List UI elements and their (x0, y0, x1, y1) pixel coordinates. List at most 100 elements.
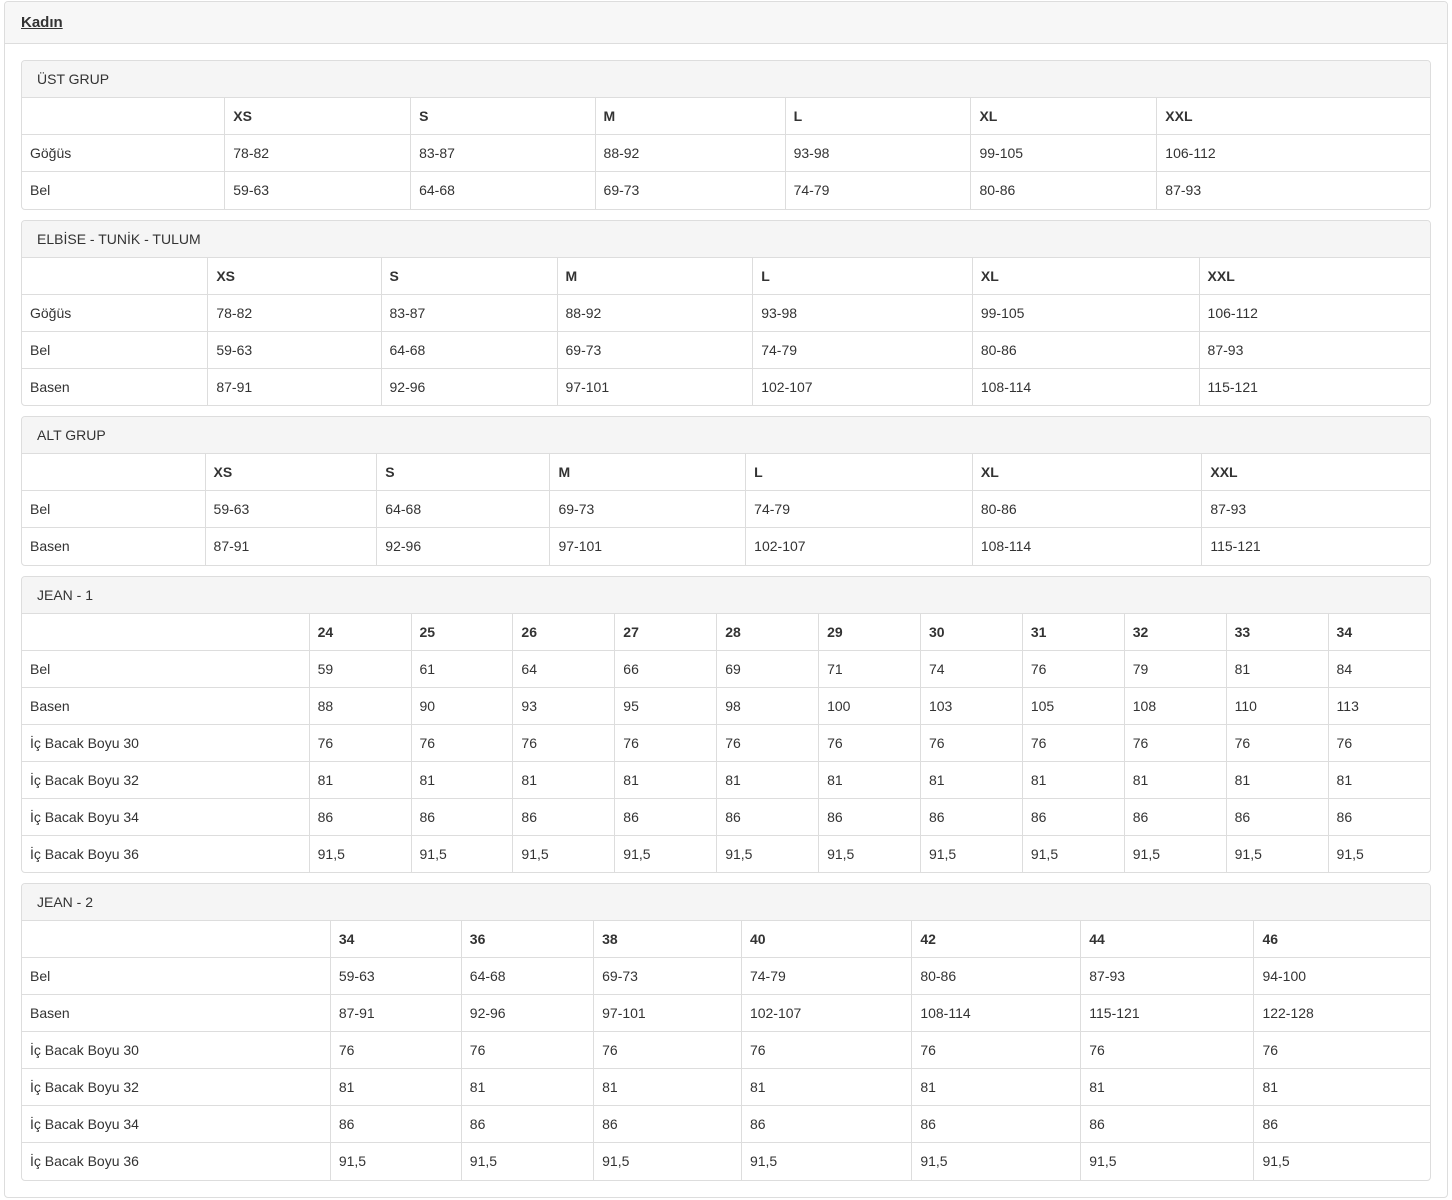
size-value-cell: 59-63 (207, 330, 382, 369)
size-value-cell: 115-121 (1198, 367, 1431, 406)
size-value-cell: 69-73 (594, 171, 786, 209)
size-value-cell: 81 (1253, 1068, 1431, 1106)
column-header (21, 97, 226, 135)
column-header: 24 (308, 613, 412, 651)
size-value-cell: 69-73 (593, 957, 742, 995)
size-value-cell: 110 (1225, 686, 1329, 725)
size-value-cell: 87-91 (207, 367, 382, 406)
size-value-cell: 81 (308, 760, 412, 799)
size-value-cell: 91,5 (614, 834, 718, 873)
size-value-cell: 90 (410, 686, 514, 725)
size-value-cell: 61 (410, 649, 514, 688)
column-header (21, 613, 310, 651)
column-header: 33 (1225, 613, 1329, 651)
size-value-cell: 91,5 (911, 1142, 1082, 1180)
size-value-cell: 87-91 (204, 527, 378, 565)
section-jean-2: JEAN - 2 34 36 38 40 42 44 46 Bel 59-63 64-68 69-7… (21, 883, 1431, 1181)
row-label: İç Bacak Boyu 32 (21, 760, 310, 799)
column-header-row: XS S M L XL XXL (21, 97, 1431, 135)
section-jean-1: JEAN - 1 24 25 26 27 28 29 30 31 32 33 34 Bel 59 61 64… (21, 575, 1431, 873)
row-label: Göğüs (21, 293, 209, 332)
size-value-cell: 93-98 (784, 134, 972, 172)
size-value-cell: 74 (919, 649, 1023, 688)
size-value-cell: 86 (1225, 797, 1329, 836)
section-heading: ELBİSE - TUNİK - TULUM (22, 220, 1430, 258)
size-value-cell: 91,5 (460, 1142, 595, 1180)
size-value-cell: 81 (1225, 649, 1329, 688)
column-header: 46 (1253, 920, 1431, 958)
column-header: 36 (460, 920, 595, 958)
size-value-cell: 86 (1123, 797, 1227, 836)
size-value-cell: 81 (911, 1068, 1082, 1106)
size-value-cell: 76 (1021, 723, 1125, 762)
size-value-cell: 79 (1123, 649, 1227, 688)
column-header: 44 (1080, 920, 1255, 958)
size-value-cell: 69-73 (556, 330, 754, 369)
size-value-cell: 86 (593, 1105, 742, 1143)
size-value-cell: 74-79 (740, 957, 913, 995)
column-header-row: 24 25 26 27 28 29 30 31 32 33 34 (21, 613, 1431, 651)
table-row: Göğüs 78-82 83-87 88-92 93-98 99-105 106-112 (21, 293, 1431, 332)
size-value-cell: 76 (410, 723, 514, 762)
size-value-cell: 86 (818, 797, 921, 836)
table-row: İç Bacak Boyu 30 76 76 76 76 76 76 76 (21, 1031, 1431, 1069)
row-label: Bel (21, 330, 209, 369)
size-value-cell: 97-101 (593, 994, 742, 1032)
size-value-cell: 91,5 (593, 1142, 742, 1180)
column-header: XL (970, 97, 1158, 135)
size-value-cell: 91,5 (818, 834, 921, 873)
size-value-cell: 81 (512, 760, 616, 799)
size-value-cell: 97-101 (549, 527, 747, 565)
size-value-cell: 81 (460, 1068, 595, 1106)
column-header-row: XS S M L XL XXL (21, 257, 1431, 295)
row-label: Basen (21, 367, 209, 406)
size-value-cell: 76 (818, 723, 921, 762)
size-value-cell: 81 (740, 1068, 913, 1106)
size-value-cell: 87-93 (1156, 171, 1431, 209)
size-value-cell: 86 (911, 1105, 1082, 1143)
size-value-cell: 81 (1327, 760, 1431, 799)
size-value-cell: 80-86 (911, 957, 1082, 995)
size-value-cell: 64 (512, 649, 616, 688)
page-heading: Kadın (5, 2, 1447, 44)
column-header: S (410, 97, 596, 135)
size-value-cell: 76 (512, 723, 616, 762)
size-value-cell: 102-107 (752, 367, 973, 406)
size-value-cell: 66 (614, 649, 718, 688)
column-header (21, 920, 331, 958)
size-value-cell: 84 (1327, 649, 1431, 688)
table-row: İç Bacak Boyu 34 86 86 86 86 86 86 86 (21, 1105, 1431, 1143)
row-label: Bel (21, 957, 331, 995)
size-value-cell: 91,5 (1225, 834, 1329, 873)
table-row: Basen 87-91 92-96 97-101 102-107 108-114 115-1… (21, 994, 1431, 1032)
size-value-cell: 86 (716, 797, 820, 836)
row-label: İç Bacak Boyu 34 (21, 797, 310, 836)
size-table-ust-grup: XS S M L XL XXL Göğüs 78-82 83-87 88-92 93-98 99-10… (21, 97, 1431, 209)
column-header: 26 (512, 613, 616, 651)
size-value-cell: 64-68 (376, 490, 551, 528)
size-value-cell: 91,5 (1253, 1142, 1431, 1180)
column-header: M (549, 453, 747, 491)
size-table-elbise-tunik-tulum: XS S M L XL XXL Göğüs 78-82 83-87 88-92 93-98 99-10… (21, 257, 1431, 406)
size-guide-content: ÜST GRUP XS S M L XL XXL Göğüs 78-82 83-87 88-92 9… (5, 44, 1447, 1197)
size-value-cell: 98 (716, 686, 820, 725)
size-value-cell: 105 (1021, 686, 1125, 725)
size-value-cell: 99-105 (970, 134, 1158, 172)
section-heading: JEAN - 1 (22, 576, 1430, 614)
table-row: Bel 59 61 64 66 69 71 74 76 79 81 84 (21, 649, 1431, 688)
section-ust-grup: ÜST GRUP XS S M L XL XXL Göğüs 78-82 83-87 88-92 9… (21, 60, 1431, 210)
size-value-cell: 97-101 (556, 367, 754, 406)
size-value-cell: 64-68 (410, 171, 596, 209)
size-value-cell: 86 (919, 797, 1023, 836)
column-header: 42 (911, 920, 1082, 958)
kadin-title-link[interactable]: Kadın (21, 14, 63, 31)
size-value-cell: 86 (512, 797, 616, 836)
column-header: 38 (593, 920, 742, 958)
size-value-cell: 91,5 (1123, 834, 1227, 873)
table-row: İç Bacak Boyu 36 91,5 91,5 91,5 91,5 91,5 91,5… (21, 834, 1431, 873)
size-value-cell: 103 (919, 686, 1023, 725)
column-header: M (594, 97, 786, 135)
size-value-cell: 78-82 (207, 293, 382, 332)
size-value-cell: 74-79 (752, 330, 973, 369)
section-heading: JEAN - 2 (22, 884, 1430, 921)
